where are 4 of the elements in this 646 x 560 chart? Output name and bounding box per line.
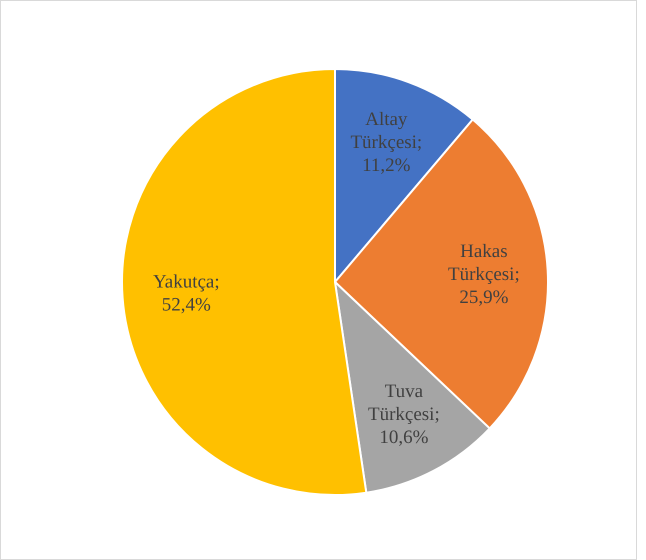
slice-label: Yakutça; 52,4% <box>152 271 220 316</box>
slice-label: Tuva Türkçesi; 10,6% <box>368 381 440 448</box>
slice-label: Hakas Türkçesi; 25,9% <box>448 240 520 308</box>
slice-label: Altay Türkçesi; 11,2% <box>350 109 422 176</box>
